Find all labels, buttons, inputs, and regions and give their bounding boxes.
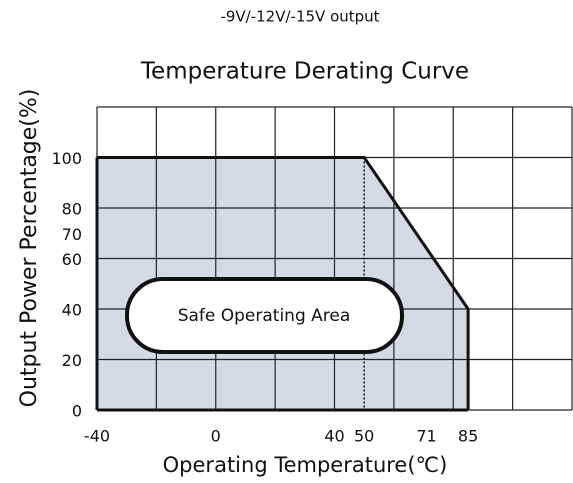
x-tick-label: 50 — [354, 427, 374, 446]
chart-title: Temperature Derating Curve — [140, 59, 469, 85]
x-tick-label: -40 — [84, 427, 110, 446]
x-tick-label: 40 — [324, 427, 344, 446]
line — [97, 156, 470, 410]
y-tick-label: 80 — [62, 200, 82, 219]
x-tick-label: 0 — [211, 427, 221, 446]
x-axis-label: Operating Temperature(℃) — [163, 453, 448, 477]
y-tick-label: 60 — [62, 250, 82, 269]
annotation: Safe Operating Area — [178, 306, 351, 326]
header: -9V/-12V/-15V output — [220, 8, 379, 26]
x-tick-label: 85 — [458, 427, 478, 446]
y-tick-label: 20 — [62, 351, 82, 370]
annotation-box — [125, 277, 404, 354]
y-tick-label: 100 — [51, 149, 82, 168]
y-axis-label: Output Power Percentage(%) — [17, 89, 42, 408]
y-tick-label: 0 — [72, 402, 82, 421]
x-tick-label: 71 — [416, 427, 436, 446]
y-tick-label: 40 — [62, 301, 82, 320]
y-tick-label: 70 — [62, 225, 82, 244]
